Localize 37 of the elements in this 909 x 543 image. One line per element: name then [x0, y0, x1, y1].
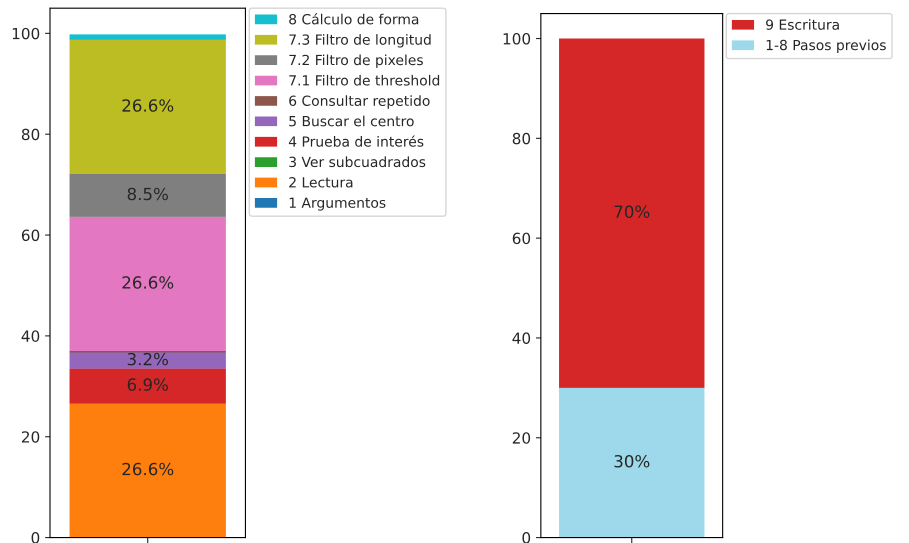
data-label: 26.6%	[122, 99, 174, 112]
data-label: 70%	[614, 205, 650, 218]
y-tick-label: 80	[22, 128, 40, 140]
legend-label: 1-8 Pasos previos	[766, 40, 886, 53]
data-label: 3.2%	[128, 352, 168, 366]
legend-label: 7.1 Filtro de threshold	[289, 74, 440, 86]
legend-label: 4 Prueba de interés	[288, 135, 424, 147]
y-tick-label: 100	[12, 28, 40, 40]
legend-label: 9 Escritura	[766, 19, 839, 30]
legend-label: 7.3 Filtro de longitud	[289, 34, 431, 48]
bar	[70, 368, 226, 404]
legend-label: 3 Ver subcuadrados	[289, 156, 426, 168]
legend-label: 8 Cálculo de forma	[289, 13, 418, 24]
y-tick-label: 80	[512, 132, 530, 144]
data-label: 30%	[614, 454, 650, 468]
bar	[70, 34, 226, 40]
data-label: 8.5%	[128, 188, 168, 200]
data-label: 26.6%	[122, 462, 174, 476]
y-tick-label: 60	[22, 230, 40, 242]
y-tick-label: 20	[22, 431, 40, 443]
legend-label: 5 Buscar el centro	[289, 116, 414, 126]
bar	[70, 403, 226, 538]
bar	[70, 352, 226, 369]
legend-label: 1 Argumentos	[290, 198, 386, 211]
data-label: 6.9%	[128, 378, 168, 391]
bar	[70, 40, 226, 174]
legend-label: 7.2 Filtro de pixeles	[289, 54, 423, 68]
legend-label: 6 Consultar repetido	[289, 95, 430, 109]
data-label: 26.6%	[122, 276, 174, 289]
y-tick-label: 20	[512, 432, 530, 444]
bar	[70, 174, 226, 217]
y-tick-label: 100	[504, 32, 530, 45]
y-tick-label: 60	[512, 232, 530, 244]
y-tick-label: 40	[22, 330, 40, 342]
legend-label: 2 Lectura	[289, 177, 352, 188]
bar	[70, 216, 226, 352]
y-tick-label: 40	[512, 332, 530, 344]
